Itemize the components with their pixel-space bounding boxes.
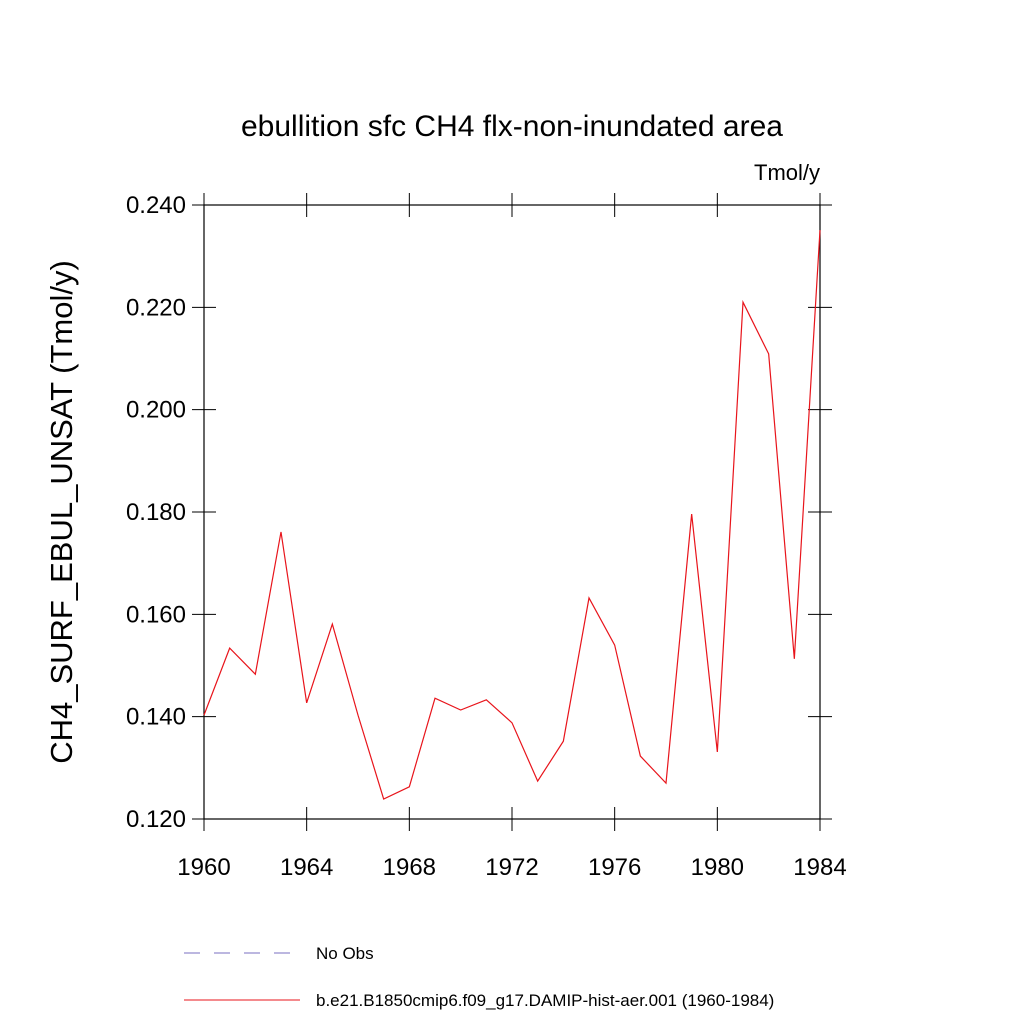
series-line xyxy=(203,230,821,800)
plot-frame xyxy=(203,204,821,820)
y-tick-label: 0.140 xyxy=(126,704,186,731)
x-tick-label: 1984 xyxy=(793,854,846,881)
y-tick-label: 0.120 xyxy=(126,806,186,833)
x-tick-label: 1968 xyxy=(383,854,436,881)
x-tick-label: 1960 xyxy=(177,854,230,881)
legend-label: b.e21.B1850cmip6.f09_g17.DAMIP-hist-aer.… xyxy=(316,991,774,1010)
y-tick-label: 0.240 xyxy=(126,192,186,219)
y-tick-label: 0.200 xyxy=(126,397,186,424)
x-tick-label: 1980 xyxy=(691,854,744,881)
y-tick-label: 0.180 xyxy=(126,499,186,526)
y-tick-label: 0.220 xyxy=(126,294,186,321)
chart-title: ebullition sfc CH4 flx-non-inundated are… xyxy=(241,110,783,143)
legend-label: No Obs xyxy=(316,944,374,963)
units-label: Tmol/y xyxy=(754,160,820,185)
x-tick-label: 1972 xyxy=(485,854,538,881)
y-tick-label: 0.160 xyxy=(126,601,186,628)
y-axis-label: CH4_SURF_EBUL_UNSAT (Tmol/y) xyxy=(44,260,79,764)
x-tick-label: 1976 xyxy=(588,854,641,881)
x-tick-label: 1964 xyxy=(280,854,333,881)
